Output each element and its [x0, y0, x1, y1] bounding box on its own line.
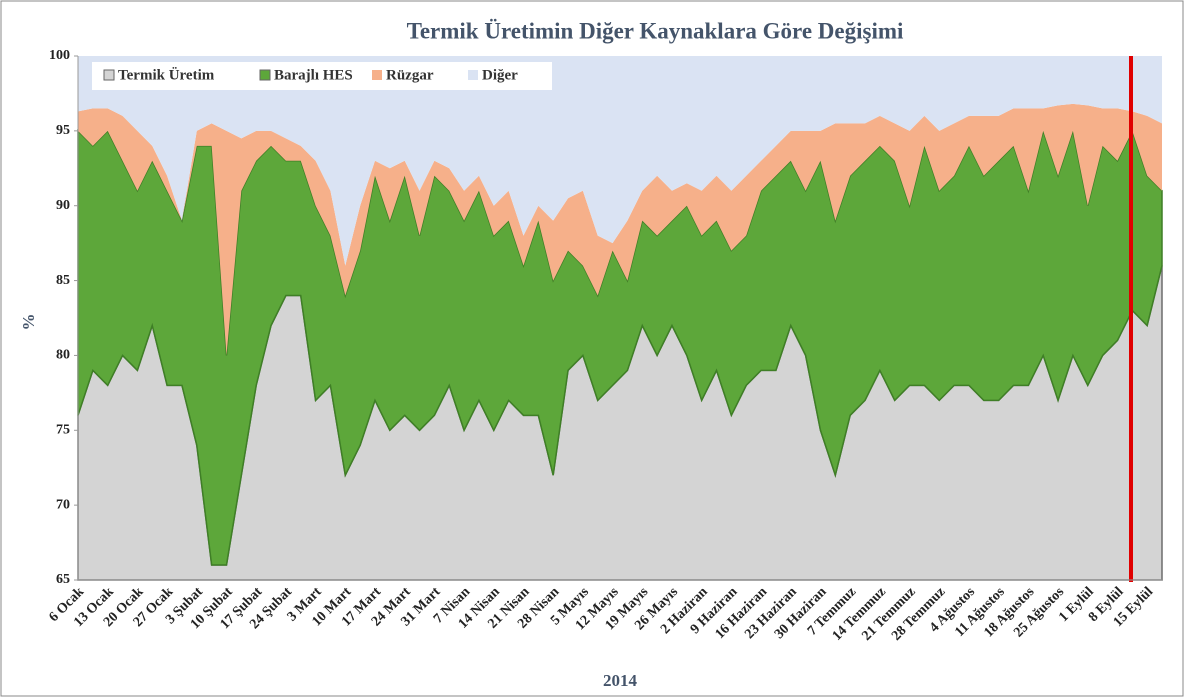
legend-label: Barajlı HES: [274, 67, 353, 83]
y-tick-label: 100: [49, 48, 70, 63]
y-tick-label: 75: [56, 423, 70, 438]
y-tick-label: 80: [56, 348, 70, 363]
y-tick-label: 90: [56, 198, 70, 213]
legend-label: Rüzgar: [386, 67, 434, 83]
y-tick-label: 70: [56, 497, 70, 512]
legend-swatch: [468, 70, 478, 80]
y-tick-label: 85: [56, 273, 70, 288]
legend-label: Termik Üretim: [118, 66, 215, 83]
y-tick-label: 95: [56, 123, 70, 138]
legend-swatch: [372, 70, 382, 80]
y-axis-label: %: [19, 314, 38, 331]
chart-title: Termik Üretimin Diğer Kaynaklara Göre De…: [407, 18, 904, 43]
legend-swatch: [259, 69, 271, 81]
legend-swatch: [103, 69, 115, 81]
legend: Termik Üretim Barajlı HES Rüzgar Diğer: [92, 62, 552, 90]
y-tick-label: 65: [56, 572, 70, 587]
plot-area: [77, 56, 1163, 581]
area: [78, 56, 1162, 266]
legend-label: Diğer: [482, 67, 518, 83]
x-axis-label: 2014: [603, 671, 638, 690]
area: [78, 103, 1162, 356]
